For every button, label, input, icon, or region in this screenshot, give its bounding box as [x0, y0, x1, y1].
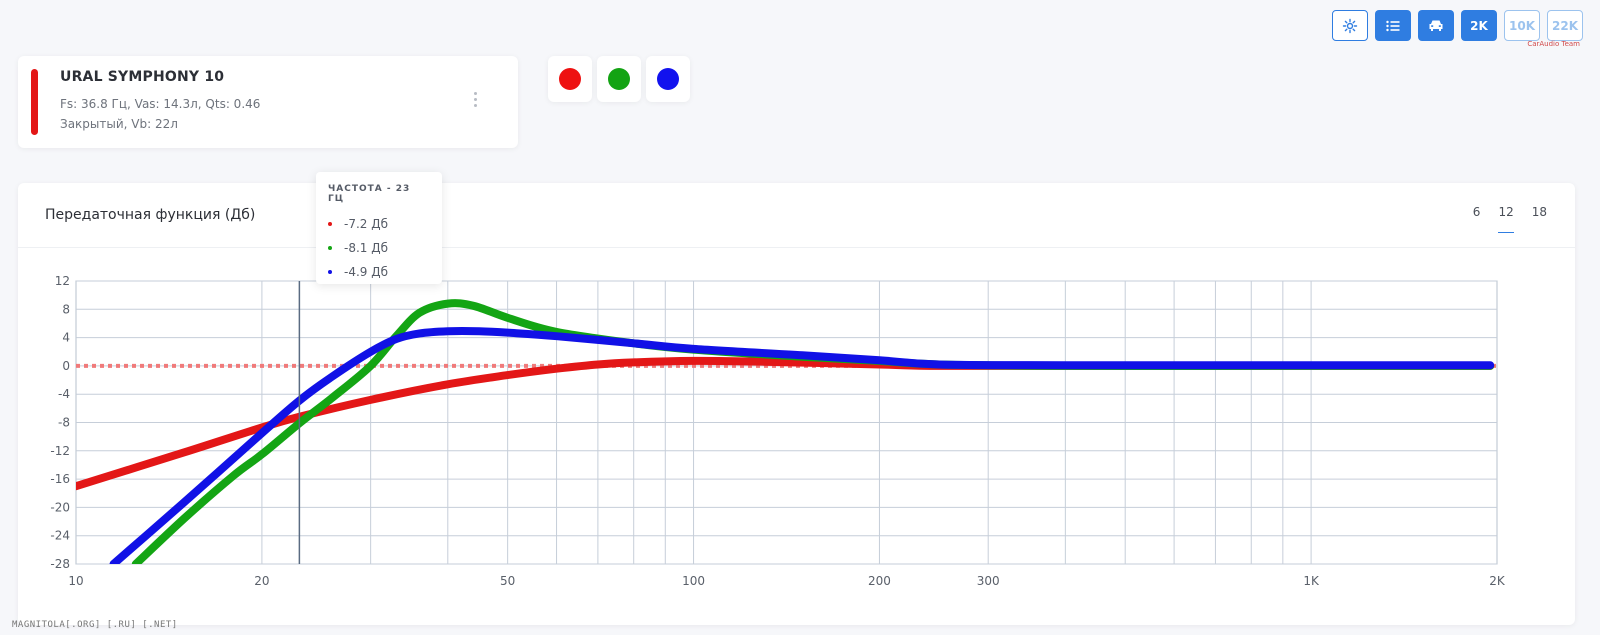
tooltip-value: -8.1 Дб [344, 241, 389, 255]
red-dot-icon [559, 68, 581, 90]
settings-button[interactable] [1332, 10, 1368, 41]
subwoofer-color-bar [31, 69, 38, 135]
gear-icon [1342, 18, 1358, 33]
tooltip: ЧАСТОТА - 23 ГЦ -7.2 Дб -8.1 Дб -4.9 Дб [316, 172, 442, 284]
list-button[interactable] [1375, 10, 1411, 41]
red-dot-icon [328, 222, 332, 226]
subwoofer-card[interactable]: URAL SYMPHONY 10 Fs: 36.8 Гц, Vas: 14.3л… [18, 56, 518, 148]
chart-panel: Передаточная функция (Дб) 6 12 18 [18, 183, 1575, 625]
toolbar: 2K 10K 22K [1332, 10, 1583, 41]
subwoofer-params: Fs: 36.8 Гц, Vas: 14.3л, Qts: 0.46 [60, 97, 261, 111]
color-swatch-green[interactable] [597, 56, 641, 102]
order-option-12[interactable]: 12 [1498, 205, 1515, 233]
order-option-6[interactable]: 6 [1472, 205, 1481, 219]
color-swatch-blue[interactable] [646, 56, 690, 102]
green-dot-icon [328, 246, 332, 250]
range-22k-button[interactable]: 22K [1547, 10, 1583, 41]
chart-title: Передаточная функция (Дб) [45, 207, 256, 223]
more-options-icon[interactable] [472, 92, 478, 107]
range-2k-button[interactable]: 2K [1461, 10, 1497, 41]
tooltip-value: -4.9 Дб [344, 265, 389, 279]
blue-dot-icon [657, 68, 679, 90]
subwoofer-name: URAL SYMPHONY 10 [60, 69, 225, 85]
car-icon [1429, 20, 1443, 31]
filter-order-selector: 6 12 18 [1473, 205, 1547, 233]
range-10k-button[interactable]: 10K [1504, 10, 1540, 41]
green-dot-icon [608, 68, 630, 90]
logo: CarAudio Team [1527, 40, 1580, 48]
list-icon [1386, 20, 1400, 31]
footer-watermark: MAGNITOLA[.ORG] [.RU] [.NET] [12, 620, 178, 630]
blue-dot-icon [328, 270, 332, 274]
order-option-18[interactable]: 18 [1531, 205, 1547, 219]
tooltip-row: -4.9 Дб [328, 260, 430, 284]
divider [18, 247, 1575, 248]
tooltip-title: ЧАСТОТА - 23 ГЦ [328, 184, 411, 204]
car-button[interactable] [1418, 10, 1454, 41]
color-swatch-red[interactable] [548, 56, 592, 102]
tooltip-row: -8.1 Дб [328, 236, 430, 260]
tooltip-row: -7.2 Дб [328, 212, 430, 236]
tooltip-value: -7.2 Дб [344, 217, 389, 231]
subwoofer-box: Закрытый, Vb: 22л [60, 117, 178, 131]
